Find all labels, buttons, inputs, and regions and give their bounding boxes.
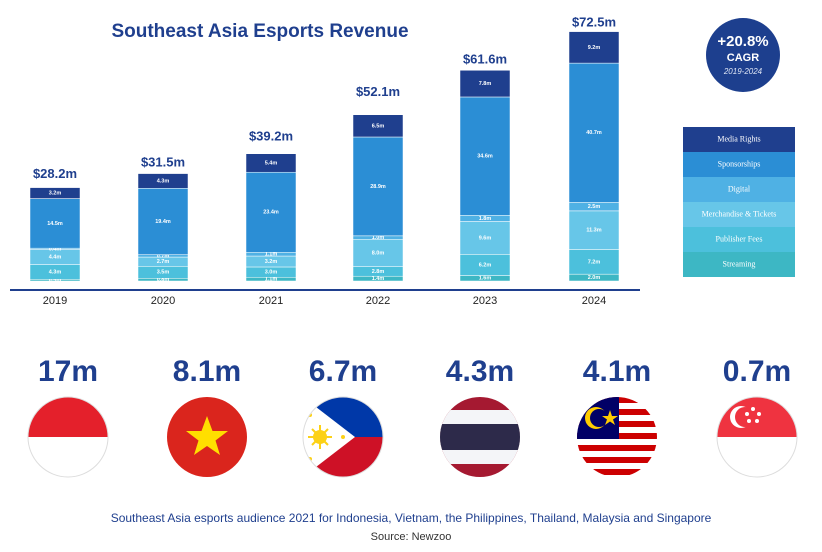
caption: Southeast Asia esports audience 2021 for…: [111, 511, 712, 525]
legend-swatch: [683, 202, 795, 227]
segment-label: 2.0m: [588, 275, 601, 281]
segment-label: 0.8m: [157, 277, 170, 283]
segment-label: 0.5m: [49, 278, 62, 284]
bar-segment: [568, 249, 620, 275]
badge-label: CAGR: [727, 52, 759, 64]
segment-label: 2.5m: [588, 204, 601, 210]
segment-label: 23.4m: [263, 210, 279, 216]
segment-label: 4.4m: [49, 255, 62, 261]
segment-label: 1.8m: [479, 216, 492, 222]
total-label: $72.5m: [572, 14, 616, 29]
segment-label: 28.9m: [370, 184, 386, 190]
segment-label: 8.0m: [372, 250, 385, 256]
x-tick-label: 2023: [473, 295, 497, 307]
legend-label: Publisher Fees: [716, 234, 763, 243]
flag-thailand: [440, 397, 520, 477]
segment-label: 9.2m: [588, 45, 601, 51]
segment-label: 6.2m: [479, 262, 492, 268]
audience-label: 4.3m: [446, 355, 514, 388]
segment-label: 3.5m: [157, 270, 170, 276]
segment-label: 0.4m: [49, 246, 62, 252]
segment-label: 4.3m: [157, 178, 170, 184]
flag-border: [27, 396, 109, 478]
bar-segment: [137, 173, 189, 189]
segment-label: 14.5m: [47, 221, 63, 227]
flag-malaysia: [577, 397, 657, 477]
audience-label: 6.7m: [309, 355, 377, 388]
chart-title: Southeast Asia Esports Revenue: [111, 21, 408, 42]
segment-label: 3.2m: [265, 259, 278, 265]
bar-segment: [459, 221, 511, 255]
flag-border: [302, 396, 384, 478]
x-tick-label: 2020: [151, 295, 175, 307]
segment-label: 40.7m: [586, 130, 602, 136]
segment-label: 2.7m: [157, 259, 170, 265]
segment-label: 3.0m: [265, 270, 278, 276]
segment-label: 6.5m: [372, 123, 385, 129]
segment-label: 7.8m: [479, 81, 492, 87]
legend-label: Streaming: [723, 259, 756, 268]
total-label: $39.2m: [249, 128, 293, 143]
legend-swatch: [683, 127, 795, 152]
bar-segment: [245, 153, 297, 173]
segment-label: 2.8m: [372, 269, 385, 275]
badge-circle: [706, 18, 780, 92]
bar-segment: [352, 136, 404, 237]
badge-period: 2019-2024: [723, 67, 763, 76]
segment-label: 1.1m: [265, 277, 278, 283]
segment-label: 0.7m: [157, 253, 170, 259]
segment-label: 5.4m: [265, 160, 278, 166]
segment-label: 19.4m: [155, 219, 171, 225]
segment-label: 1.4m: [372, 276, 385, 282]
bar-segment: [29, 187, 81, 199]
legend-swatch: [683, 227, 795, 252]
legend-swatch: [683, 177, 795, 202]
segment-label: 3.2m: [49, 191, 62, 197]
badge-value: +20.8%: [717, 33, 768, 50]
segment-label: 4.3m: [49, 269, 62, 275]
bar-segment: [352, 114, 404, 138]
legend-label: Merchandise & Tickets: [702, 209, 777, 218]
bar-segment: [137, 188, 189, 255]
audience-label: 4.1m: [583, 355, 651, 388]
source: Source: Newzoo: [371, 531, 452, 543]
total-label: $61.6m: [463, 52, 507, 67]
legend-swatch: [683, 152, 795, 177]
segment-label: 34.6m: [477, 154, 493, 160]
segment-label: 1.0m: [372, 235, 385, 241]
x-tick-label: 2021: [259, 295, 283, 307]
x-tick-label: 2019: [43, 295, 67, 307]
cagr-badge: +20.8% CAGR 2019-2024: [706, 18, 780, 92]
x-tick-label: 2022: [366, 295, 390, 307]
legend-label: Sponsorships: [718, 159, 761, 168]
bar-segment: [29, 198, 81, 249]
legend-label: Digital: [728, 184, 751, 193]
legend-swatch: [683, 252, 795, 277]
bar-segment: [568, 31, 620, 64]
audience-label: 17m: [38, 355, 98, 388]
segment-label: 1.6m: [479, 276, 492, 282]
flag-vietnam: [167, 397, 247, 477]
bar-segment: [459, 70, 511, 98]
segment-label: 11.3m: [586, 228, 601, 234]
flag-border: [716, 396, 798, 478]
bar-segment: [568, 62, 620, 203]
x-tick-label: 2024: [582, 295, 606, 307]
segment-label: 9.6m: [479, 235, 492, 241]
total-label: $52.1m: [356, 84, 400, 99]
total-label: $31.5m: [141, 155, 185, 170]
audience-label: 8.1m: [173, 355, 241, 388]
bar-segment: [352, 239, 404, 267]
legend-label: Media Rights: [717, 134, 760, 143]
bar-segment: [245, 171, 297, 253]
segment-label: 7.2m: [588, 259, 601, 265]
total-label: $28.2m: [33, 166, 77, 181]
bar-segment: [459, 96, 511, 216]
segment-label: 1.1m: [265, 252, 278, 258]
audience-label: 0.7m: [723, 355, 791, 388]
bar-segment: [568, 210, 620, 250]
